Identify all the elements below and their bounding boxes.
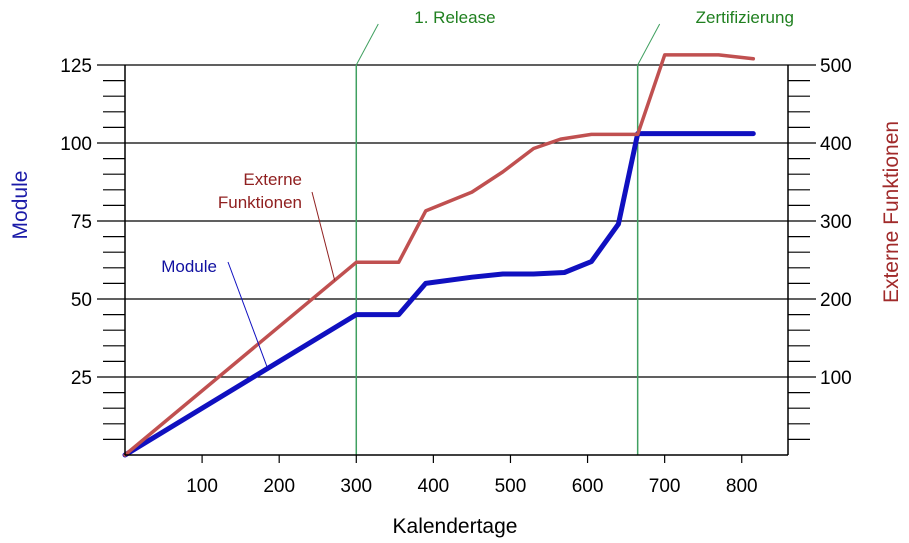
x-tick-label: 800 <box>726 476 758 497</box>
annotation-externe-line2: Funktionen <box>218 193 302 212</box>
series-line-module <box>122 131 756 458</box>
x-tick-label: 600 <box>572 476 604 497</box>
x-axis-title: Kalendertage <box>393 515 518 538</box>
y-left-tick-label: 75 <box>71 212 92 233</box>
y-left-tick-label: 125 <box>60 56 92 77</box>
grid <box>125 64 788 378</box>
series-lines <box>122 53 756 458</box>
x-tick-label: 400 <box>418 476 450 497</box>
annotation-module-label: Module <box>161 257 217 276</box>
milestone-leader <box>637 23 661 66</box>
x-tick-label: 700 <box>649 476 681 497</box>
y-left-tick-label: 100 <box>60 134 92 155</box>
milestone-leader <box>355 23 379 66</box>
x-tick-label: 100 <box>186 476 218 497</box>
x-tick-label: 300 <box>340 476 372 497</box>
milestone-label: Zertifizierung <box>696 8 794 27</box>
y-axis-left-title: Module <box>9 171 32 240</box>
annotation-module-leader <box>227 261 269 369</box>
annotation-externe-leader <box>311 191 336 281</box>
axes <box>124 65 789 456</box>
y-right-tick-label: 400 <box>820 134 852 155</box>
y-left-tick-label: 25 <box>71 368 92 389</box>
y-right-tick-label: 200 <box>820 290 852 311</box>
annotations: Externe Funktionen Module <box>161 170 336 369</box>
milestone-lines: 1. Release Zertifizierung <box>355 8 794 455</box>
y-right-tick-label: 300 <box>820 212 852 233</box>
y-left-tick-label: 50 <box>71 290 92 311</box>
y-right-tick-label: 500 <box>820 56 852 77</box>
y-axis-right-title: Externe Funktionen <box>880 121 903 303</box>
ticks: 25 50 75 100 125 100 200 300 400 500 100 200 300 400 5… <box>60 56 851 497</box>
milestone-label: 1. Release <box>414 8 495 27</box>
annotation-externe-line1: Externe <box>243 170 302 189</box>
series-line-externe <box>123 53 756 457</box>
x-tick-label: 500 <box>495 476 527 497</box>
x-tick-label: 200 <box>263 476 295 497</box>
y-right-tick-label: 100 <box>820 368 852 389</box>
